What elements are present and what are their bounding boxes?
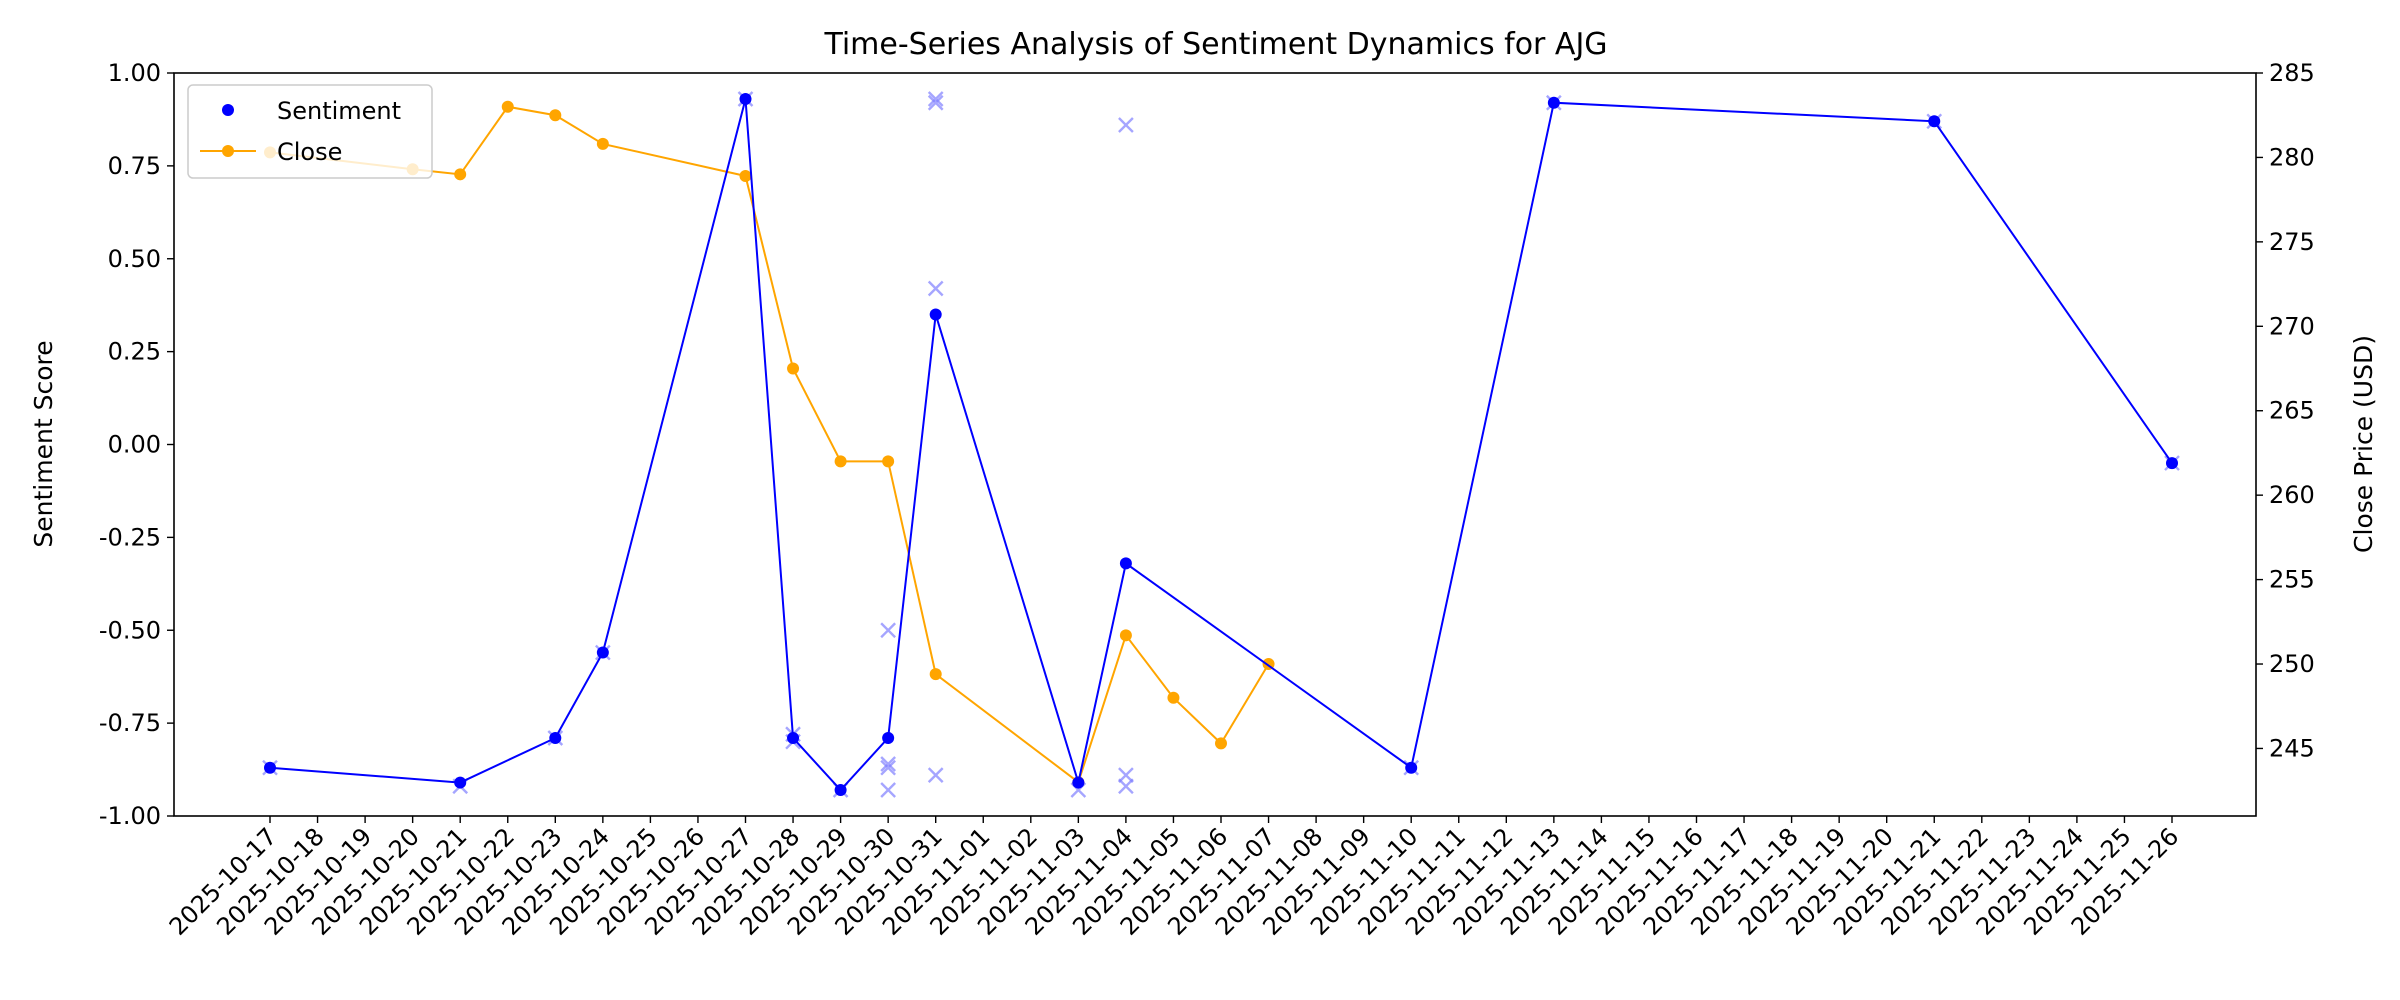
sentiment-point [2166,457,2178,470]
sentiment-point [596,646,609,659]
left-y-tick-label: 0.25 [108,338,161,366]
close-point [1119,629,1132,642]
raw-sentiment-point [1118,117,1134,133]
left-y-tick-label: 0.50 [108,245,161,273]
raw-sentiment-point [927,94,944,111]
right-y-tick-label: 285 [2269,59,2315,87]
close-point [549,109,562,122]
close-point [929,668,942,681]
close-point [454,168,467,181]
close-line [269,105,1270,784]
legend-close-label: Close [277,138,342,166]
raw-marker-stroke [927,94,944,111]
sentiment-point [1547,96,1560,109]
sentiment-point [1405,761,1418,774]
left-y-tick-label: 0.75 [108,152,161,180]
raw-marker-stroke [1118,117,1134,133]
raw-marker-stroke [1118,767,1134,783]
axes: 2025-10-172025-10-182025-10-192025-10-20… [99,59,2315,941]
right-y-tick-label: 255 [2269,566,2315,594]
left-y-tick-label: -0.50 [99,616,161,644]
raw-sentiment-point [1118,778,1134,795]
sentiment-series [264,93,2178,796]
raw-marker-stroke [927,280,944,297]
legend: Sentiment Close [187,84,433,179]
left-y-tick-label: -0.75 [99,709,161,737]
sentiment-point [1928,115,1941,128]
left-y-tick-label: 1.00 [108,59,161,87]
raw-marker-stroke [880,759,896,776]
right-y-tick-label: 275 [2269,228,2315,256]
close-point [1215,737,1227,750]
raw-marker-stroke [1118,778,1134,795]
right-y-tick-label: 260 [2269,481,2315,509]
left-y-tick-label: 0.00 [108,431,161,459]
sentiment-point [834,783,847,796]
legend-close-marker [222,145,234,157]
sentiment-point [739,93,752,106]
raw-marker-stroke [880,756,896,772]
raw-sentiment-point [927,280,944,297]
raw-marker-stroke [880,622,896,639]
raw-sentiment-point [880,756,896,772]
close-point [596,137,609,150]
sentiment-line [269,98,2173,792]
legend-box [187,84,433,179]
sentiment-point [929,308,942,321]
legend-sentiment-label: Sentiment [277,97,401,125]
raw-sentiment-point [1118,767,1134,783]
raw-sentiment-point [880,782,896,798]
close-point [739,170,752,183]
sentiment-point [787,731,800,744]
left-axis-title: Sentiment Score [29,340,58,547]
raw-marker-stroke [880,782,896,798]
sentiment-point [264,761,276,774]
close-point [834,455,847,468]
right-y-tick-label: 280 [2269,143,2315,171]
sentiment-point [1072,776,1085,789]
raw-sentiment-point [927,91,944,107]
chart-title: Time-Series Analysis of Sentiment Dynami… [823,27,1607,62]
close-point [787,362,800,375]
right-y-tick-label: 245 [2269,734,2315,762]
legend-sentiment-marker [222,104,234,116]
sentiment-point [882,731,895,744]
right-y-tick-label: 265 [2269,397,2315,425]
close-series [264,100,1275,789]
close-point [501,100,514,113]
plot-frame [173,72,2257,817]
sentiment-point [1119,557,1132,570]
close-point [882,455,895,468]
left-y-tick-label: -1.00 [99,802,161,830]
raw-sentiment-point [880,622,896,639]
raw-sentiment-point [880,759,896,776]
raw-marker-stroke [927,91,944,107]
right-y-tick-label: 250 [2269,650,2315,678]
sentiment-point [454,776,467,789]
raw-marker-stroke [927,767,944,783]
raw-sentiment-markers [262,91,2180,798]
sentiment-point [549,731,562,744]
close-point [1167,691,1180,704]
left-y-tick-label: -0.25 [99,523,161,551]
raw-sentiment-point [927,767,944,783]
right-y-tick-label: 270 [2269,312,2315,340]
right-axis-title: Close Price (USD) [2349,335,2378,553]
